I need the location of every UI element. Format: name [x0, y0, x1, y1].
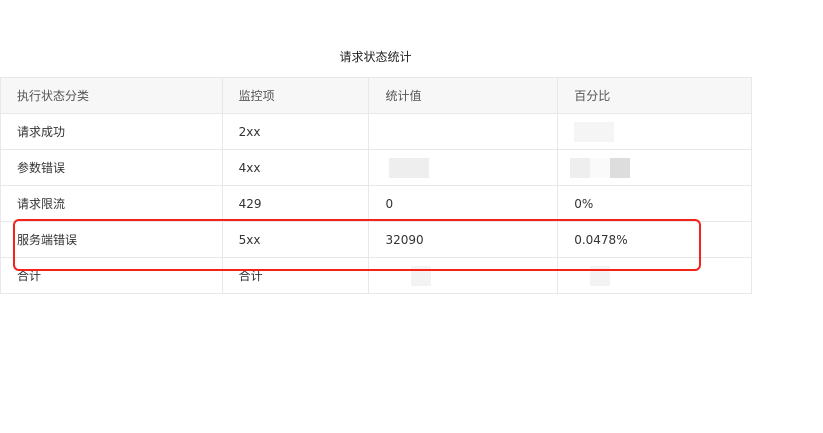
cell-percent: 0%	[557, 185, 752, 222]
cell-category: 请求成功	[0, 113, 223, 150]
cell-category: 参数错误	[0, 149, 223, 186]
header-category: 执行状态分类	[0, 77, 223, 114]
table-header: 执行状态分类 监控项 统计值 百分比	[0, 77, 752, 114]
cell-category: 请求限流	[0, 185, 223, 222]
cell-value: 0	[368, 185, 559, 222]
cell-value-redacted	[368, 113, 559, 150]
cell-value-redacted	[368, 149, 559, 186]
cell-item: 2xx	[221, 113, 370, 150]
table-row: 服务端错误 5xx 32090 0.0478%	[0, 221, 752, 258]
table-row: 参数错误 4xx	[0, 149, 752, 186]
status-table: 执行状态分类 监控项 统计值 百分比 请求成功 2xx 参数错误 4xx 请求限…	[0, 77, 752, 294]
header-value: 统计值	[368, 77, 559, 114]
table-row: 请求限流 429 0 0%	[0, 185, 752, 222]
highlight-box	[13, 219, 701, 271]
cell-percent-redacted	[557, 149, 752, 186]
cell-percent: 0.0478%	[557, 221, 752, 258]
cell-item: 4xx	[221, 149, 370, 186]
table-row: 合计 合计	[0, 257, 752, 294]
cell-category: 服务端错误	[0, 221, 223, 258]
header-percent: 百分比	[557, 77, 752, 114]
table-row: 请求成功 2xx	[0, 113, 752, 150]
table-title: 请求状态统计	[339, 50, 412, 64]
cell-category: 合计	[0, 257, 223, 294]
header-item: 监控项	[221, 77, 370, 114]
cell-item: 5xx	[221, 221, 370, 258]
cell-item: 429	[221, 185, 370, 222]
cell-percent-redacted	[557, 113, 752, 150]
cell-percent-redacted	[557, 257, 752, 294]
cell-item: 合计	[221, 257, 370, 294]
